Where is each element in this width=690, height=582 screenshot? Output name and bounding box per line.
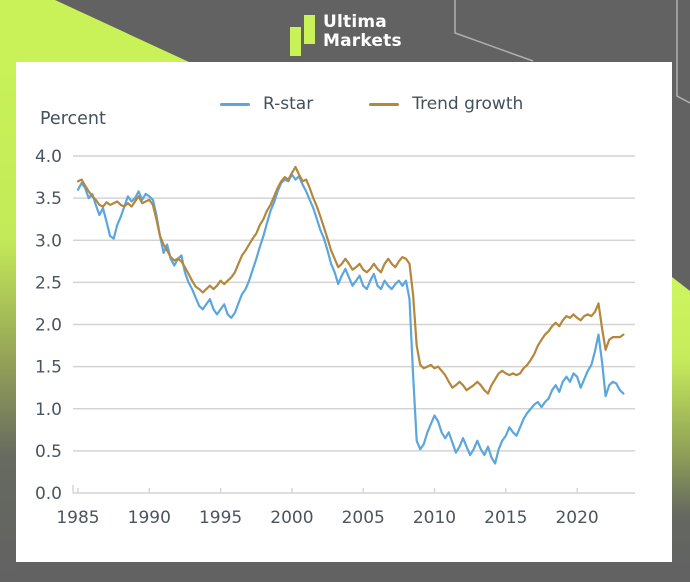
line-chart: 0.0 0.5 1.0 1.5 2.0 2.5 3.0 3.5 4.0 1985 1990 1995 2… <box>35 147 635 528</box>
svg-text:2000: 2000 <box>270 508 313 528</box>
svg-text:1995: 1995 <box>199 508 242 528</box>
legend-item-rstar: R-star <box>220 94 313 114</box>
svg-text:1.0: 1.0 <box>35 400 62 420</box>
svg-text:2005: 2005 <box>342 508 385 528</box>
chart-panel: R-star Trend growth Percent 0.0 0.5 1.0 1.5… <box>16 62 672 562</box>
svg-text:1.5: 1.5 <box>35 358 62 378</box>
svg-text:3.5: 3.5 <box>35 189 62 209</box>
svg-text:0.0: 0.0 <box>35 484 62 504</box>
svg-text:2020: 2020 <box>555 508 598 528</box>
svg-text:3.0: 3.0 <box>35 231 62 251</box>
svg-text:2015: 2015 <box>484 508 527 528</box>
logo-bars-icon <box>289 13 317 57</box>
trend-growth-line-swatch-icon <box>369 102 400 106</box>
legend-label-trend-growth: Trend growth <box>412 94 524 114</box>
svg-text:2010: 2010 <box>413 508 456 528</box>
svg-text:1990: 1990 <box>128 508 171 528</box>
decor-left-strip <box>0 62 16 582</box>
legend-item-trend-growth: Trend growth <box>369 94 523 114</box>
y-axis-title: Percent <box>40 109 106 129</box>
rstar-line-swatch-icon <box>220 102 250 106</box>
svg-text:2.0: 2.0 <box>35 316 62 336</box>
ultima-markets-logo: Ultima Markets <box>289 13 402 57</box>
logo-line1: Ultima <box>323 12 387 32</box>
svg-text:2.5: 2.5 <box>35 273 62 293</box>
logo-line2: Markets <box>323 31 402 51</box>
svg-text:0.5: 0.5 <box>35 442 62 462</box>
chart-legend: R-star Trend growth <box>220 94 523 114</box>
decor-lime-triangle <box>0 0 189 62</box>
logo-wordmark: Ultima Markets <box>323 13 402 51</box>
legend-label-rstar: R-star <box>263 94 314 114</box>
svg-text:1985: 1985 <box>56 508 99 528</box>
svg-text:4.0: 4.0 <box>35 147 62 167</box>
decor-right-strip <box>672 277 690 568</box>
